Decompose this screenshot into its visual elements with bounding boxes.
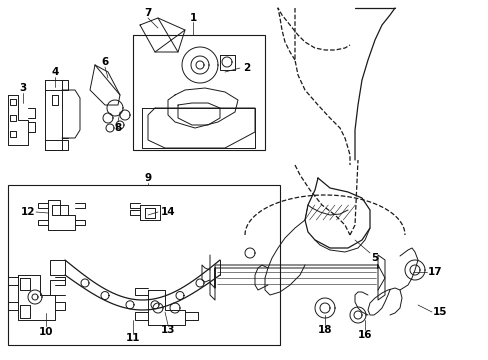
Text: 8: 8 [114, 123, 122, 133]
Text: 14: 14 [161, 207, 175, 217]
Text: 6: 6 [101, 57, 108, 67]
Text: 7: 7 [144, 8, 151, 18]
Text: 4: 4 [51, 67, 59, 77]
Text: 9: 9 [144, 173, 151, 183]
Bar [8, 185, 280, 345]
Text: 1: 1 [189, 13, 196, 23]
Text: 5: 5 [370, 253, 378, 263]
Text: 13: 13 [161, 325, 175, 335]
Text: 18: 18 [317, 325, 331, 335]
Text: 17: 17 [427, 267, 442, 277]
Text: 2: 2 [243, 63, 250, 73]
Text: 11: 11 [125, 333, 140, 343]
Text: 10: 10 [39, 327, 53, 337]
Text: 16: 16 [357, 330, 371, 340]
Text: 15: 15 [432, 307, 447, 317]
Text: 3: 3 [20, 83, 26, 93]
Bar [133, 35, 264, 150]
Text: 12: 12 [20, 207, 35, 217]
